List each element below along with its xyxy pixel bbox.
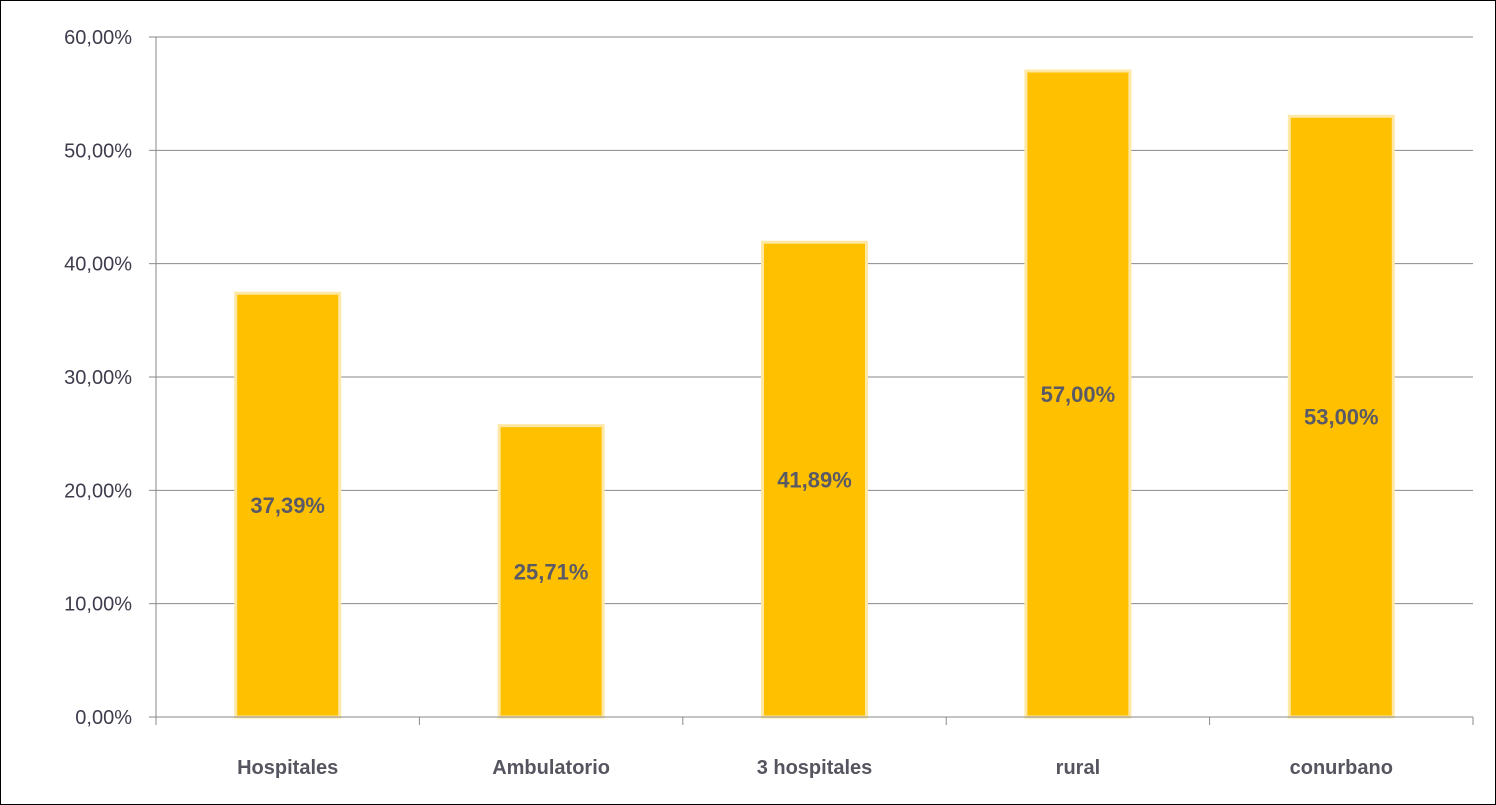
x-tick-label-4: conurbano bbox=[1290, 757, 1393, 779]
y-tick-label-6: 60,00% bbox=[64, 27, 132, 49]
bar-rural bbox=[1024, 69, 1132, 719]
x-tick-label-0: Hospitales bbox=[237, 757, 338, 779]
data-label-4: 53,00% bbox=[1304, 405, 1379, 430]
y-tick-label-2: 20,00% bbox=[64, 480, 132, 502]
data-label-3: 57,00% bbox=[1041, 382, 1116, 407]
data-label-0: 37,39% bbox=[250, 493, 325, 518]
bars bbox=[234, 69, 1395, 719]
labels: 0,00% 10,00% 20,00% 30,00% 40,00% 50,00% 60,00… bbox=[64, 27, 1393, 779]
bar-3-hospitales bbox=[761, 240, 868, 719]
y-tick-label-4: 40,00% bbox=[64, 254, 132, 276]
y-tick-label-1: 10,00% bbox=[64, 594, 132, 616]
x-tick-label-1: Ambulatorio bbox=[492, 757, 610, 779]
data-label-1: 25,71% bbox=[514, 559, 589, 584]
y-tick-label-0: 0,00% bbox=[75, 707, 132, 729]
x-tick-label-2: 3 hospitales bbox=[757, 757, 873, 779]
x-tick-label-3: rural bbox=[1056, 757, 1100, 779]
y-tick-label-5: 50,00% bbox=[64, 140, 132, 162]
bar-conurbano bbox=[1287, 114, 1395, 719]
data-label-2: 41,89% bbox=[777, 468, 852, 493]
y-tick-label-3: 30,00% bbox=[64, 367, 132, 389]
axes bbox=[149, 36, 1474, 725]
bar-ambulatorio bbox=[497, 424, 605, 719]
